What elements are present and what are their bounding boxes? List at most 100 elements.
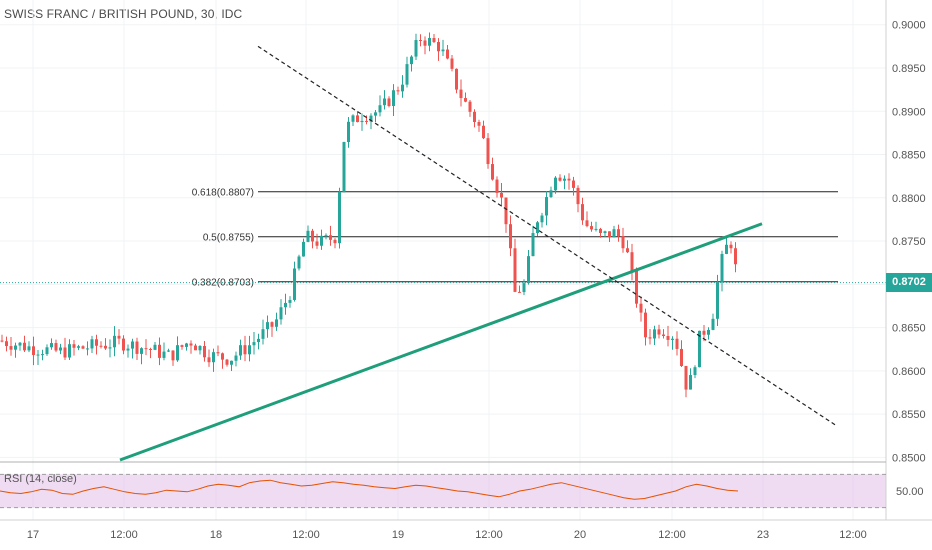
time-tick-label: 19 bbox=[392, 529, 404, 541]
candle-down bbox=[437, 42, 440, 52]
candle-up bbox=[50, 343, 53, 348]
candle-up bbox=[594, 228, 598, 230]
candle-down bbox=[23, 342, 26, 351]
candle-up bbox=[68, 344, 71, 358]
time-tick-label: 20 bbox=[574, 529, 586, 541]
rsi-label: RSI (14, close) bbox=[4, 473, 77, 485]
candle-up bbox=[527, 256, 530, 284]
candle-up bbox=[14, 345, 17, 350]
fib-level-label: 0.5(0.8755) bbox=[203, 233, 254, 244]
candle-down bbox=[482, 125, 485, 139]
price-tick-label: 0.8800 bbox=[892, 193, 926, 205]
fibonacci-levels: 0.618(0.8807) 0.5(0.8755) 0.382(0.8703) bbox=[0, 188, 886, 289]
candle-down bbox=[576, 187, 580, 205]
candle-up bbox=[297, 256, 301, 269]
candle-up bbox=[374, 112, 377, 116]
candle-down bbox=[455, 68, 458, 90]
candle-up bbox=[405, 64, 409, 85]
candle-down bbox=[144, 348, 148, 350]
candle-up bbox=[293, 268, 296, 300]
candle-up bbox=[545, 197, 548, 216]
candle-down bbox=[635, 270, 638, 304]
grid-lines bbox=[0, 0, 886, 520]
candle-down bbox=[329, 235, 332, 240]
price-tick-label: 0.8900 bbox=[892, 106, 926, 118]
candle-down bbox=[675, 338, 679, 349]
candle-up bbox=[18, 342, 22, 346]
candle-up bbox=[41, 354, 44, 356]
candle-up bbox=[59, 347, 62, 351]
time-tick-label: 12:00 bbox=[110, 529, 138, 541]
candle-up bbox=[707, 329, 710, 335]
candle-down bbox=[464, 98, 467, 102]
candle-up bbox=[536, 222, 539, 234]
candle-down bbox=[630, 252, 634, 271]
candle-up bbox=[689, 375, 692, 390]
candle-down bbox=[648, 337, 652, 339]
candle-down bbox=[473, 111, 476, 123]
price-tick-label: 0.8850 bbox=[892, 150, 926, 162]
last-price-badge: 0.8702 bbox=[886, 273, 932, 293]
candle-down bbox=[104, 345, 107, 349]
candle-up bbox=[252, 342, 256, 346]
candle-up bbox=[671, 338, 674, 340]
candle-down bbox=[459, 89, 463, 99]
time-axis[interactable]: 17 12:00 18 12:00 19 12:00 20 12:00 23 12:00 bbox=[0, 519, 932, 541]
rsi-level-label: 50.00 bbox=[896, 486, 924, 498]
candle-down bbox=[666, 335, 670, 340]
time-tick-label: 12:00 bbox=[475, 529, 503, 541]
candle-up bbox=[153, 344, 157, 350]
price-tick-label: 0.8600 bbox=[892, 366, 926, 378]
rsi-line bbox=[0, 479, 739, 500]
candle-down bbox=[567, 178, 571, 181]
candle-down bbox=[729, 244, 733, 249]
candle-up bbox=[563, 178, 566, 181]
candle-up bbox=[410, 56, 413, 65]
candle-down bbox=[135, 341, 139, 354]
candle-down bbox=[662, 334, 665, 336]
candle-up bbox=[167, 350, 170, 352]
candle-down bbox=[311, 230, 314, 242]
trend-lines bbox=[119, 45, 837, 462]
candle-up bbox=[279, 307, 283, 320]
candle-down bbox=[9, 346, 13, 350]
candle-down bbox=[518, 291, 521, 293]
candle-down bbox=[5, 341, 8, 347]
candle-up bbox=[248, 345, 251, 355]
candle-up bbox=[720, 253, 724, 283]
candle-down bbox=[122, 338, 125, 351]
candle-up bbox=[288, 299, 292, 303]
candle-up bbox=[347, 121, 350, 143]
candle-down bbox=[639, 303, 643, 313]
time-tick-label: 18 bbox=[210, 529, 222, 541]
candle-down bbox=[621, 236, 625, 249]
price-axis[interactable]: 0.90000.89500.89000.88500.88000.87500.87… bbox=[885, 0, 926, 520]
candle-down bbox=[644, 312, 647, 338]
price-tick-label: 0.8500 bbox=[892, 452, 926, 464]
candle-down bbox=[432, 38, 436, 43]
time-tick-label: 12:00 bbox=[292, 529, 320, 541]
candle-down bbox=[99, 345, 103, 347]
candle-down bbox=[491, 164, 494, 180]
candle-up bbox=[185, 343, 188, 347]
candle-up bbox=[212, 352, 215, 363]
candle-up bbox=[162, 351, 166, 358]
candle-up bbox=[428, 38, 431, 46]
candle-down bbox=[180, 345, 184, 347]
candle-up bbox=[230, 360, 233, 365]
candle-up bbox=[27, 346, 31, 351]
candle-down bbox=[626, 248, 629, 253]
candle-down bbox=[585, 220, 589, 227]
candle-down bbox=[734, 248, 737, 265]
candle-down bbox=[581, 204, 584, 221]
price-tick-label: 0.8650 bbox=[892, 323, 926, 335]
time-tick-label: 17 bbox=[27, 529, 39, 541]
candle-up bbox=[320, 235, 323, 246]
candle-down bbox=[608, 231, 611, 238]
candle-up bbox=[45, 347, 49, 355]
candle-down bbox=[500, 192, 503, 198]
candle-up bbox=[653, 329, 656, 339]
candle-down bbox=[0, 340, 4, 342]
candle-up bbox=[131, 341, 134, 349]
